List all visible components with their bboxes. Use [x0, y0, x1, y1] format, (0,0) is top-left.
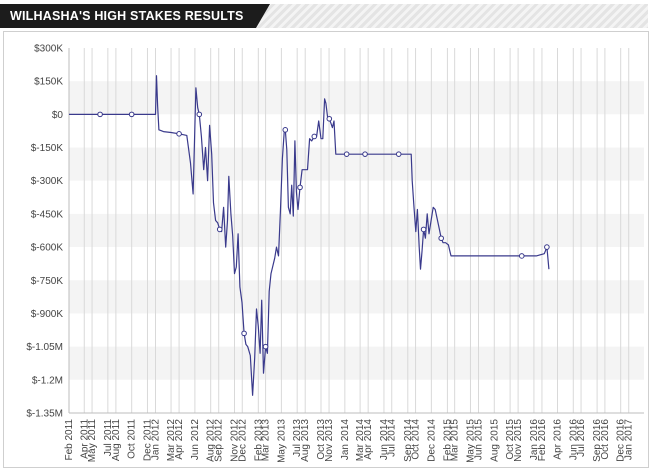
vertical-gridlines [68, 48, 644, 414]
y-tick-label: $150K [34, 77, 63, 88]
x-tick-label: Mar 2014 [355, 419, 366, 462]
data-point-marker [326, 115, 333, 122]
data-point-marker [395, 151, 402, 157]
x-tick-label: Jan 2014 [340, 419, 351, 461]
y-tick-label: $-1.05M [26, 342, 63, 353]
x-tick-label: Oct 2013 [316, 419, 327, 460]
y-tick-label: $-750K [31, 276, 64, 287]
x-tick-label: Nov 2012 [230, 419, 241, 462]
x-tick-label: Dec 2016 [616, 419, 627, 462]
x-tick-label: Apr 2011 [79, 419, 90, 459]
x-tick-label: Sep 2012 [214, 419, 225, 462]
x-tick-label: Apr 2014 [363, 419, 374, 460]
plot-band [69, 313, 644, 347]
plot-band [69, 213, 644, 248]
x-tick-label: Dec 2011 [142, 419, 153, 462]
y-tick-label: $-1.35M [26, 409, 63, 420]
data-point-marker [97, 111, 103, 118]
series-markers [97, 111, 550, 350]
plot-band [69, 114, 644, 148]
series-lines [69, 75, 550, 396]
data-point-marker [544, 244, 550, 250]
x-tick-label: Jan 2017 [624, 419, 635, 461]
data-point-marker [518, 253, 525, 259]
data-point-marker [196, 111, 203, 118]
x-tick-label: Feb 2016 [537, 419, 548, 462]
plot-band [69, 379, 644, 413]
x-tick-label: Apr 2016 [552, 419, 563, 460]
x-tick-label: Aug 2011 [111, 419, 122, 462]
data-point-marker [343, 151, 350, 157]
chart-title: WILHASHA'S HIGH STAKES RESULTS [10, 9, 244, 23]
x-tick-label: Apr 2012 [174, 419, 185, 460]
title-banner: WILHASHA'S HIGH STAKES RESULTS [0, 4, 648, 28]
x-tick-label: Jun 2012 [190, 419, 201, 461]
plot-band [69, 280, 644, 314]
series-line [69, 75, 550, 396]
data-point-marker [438, 235, 444, 242]
x-tick-label: Mar 2013 [261, 419, 272, 462]
data-point-marker [216, 226, 223, 233]
x-tick-label: Nov 2013 [324, 419, 335, 462]
plot-band [69, 147, 644, 181]
data-point-marker [420, 226, 427, 233]
x-tick-label: Dec 2012 [237, 419, 248, 462]
y-tick-label: $-450K [31, 209, 64, 220]
y-tick-label: $-900K [31, 309, 64, 320]
x-tick-label: Nov 2015 [513, 419, 524, 462]
x-tick-label: May 2015 [465, 419, 476, 463]
x-tick-label: Dec 2014 [426, 419, 437, 462]
data-point-marker [311, 133, 318, 140]
x-tick-label: Jun 2014 [379, 419, 390, 461]
data-point-marker [297, 184, 303, 191]
data-point-marker [262, 343, 269, 350]
y-tick-label: $300K [34, 44, 63, 55]
x-tick-label: Oct 2016 [600, 419, 611, 460]
chart-frame: $300K $150K $0 $-150K $-300K $-450K $-600K $-75… [3, 31, 649, 468]
y-axis-labels: $300K $150K $0 $-150K $-300K $-450K $-600K $-75… [26, 44, 63, 420]
x-tick-label: Sep 2014 [403, 419, 414, 462]
chart-canvas: $300K $150K $0 $-150K $-300K $-450K $-600K $-75… [26, 44, 644, 463]
x-tick-label: Feb 2015 [442, 419, 453, 462]
y-tick-label: $-150K [31, 143, 64, 154]
x-tick-label: Oct 2014 [411, 419, 422, 460]
x-tick-label: Jan 2012 [151, 419, 162, 461]
y-tick-label: $-600K [31, 243, 64, 254]
x-tick-label: Aug 2013 [300, 419, 311, 462]
y-tick-label: $-1.2M [32, 375, 63, 386]
x-tick-label: May 2013 [276, 419, 287, 463]
x-tick-label: Jan 2016 [529, 419, 540, 461]
x-tick-label: Jun 2015 [473, 419, 484, 461]
x-tick-label: Jul 2011 [103, 419, 114, 457]
y-tick-label: $-300K [31, 176, 64, 187]
plot-bands [69, 48, 644, 413]
title-banner-dark: WILHASHA'S HIGH STAKES RESULTS [0, 4, 270, 28]
x-tick-label: Aug 2012 [206, 419, 217, 462]
plot-band [69, 346, 644, 380]
x-tick-label: Sep 2016 [592, 419, 603, 462]
x-tick-label: Mar 2012 [166, 419, 177, 462]
plot-band [69, 81, 644, 115]
x-tick-label: Aug 2015 [489, 419, 500, 462]
plot-band [69, 180, 644, 214]
x-tick-label: Jun 2016 [568, 419, 579, 461]
x-tick-label: Feb 2011 [64, 419, 75, 461]
x-tick-label: Oct 2015 [505, 419, 516, 460]
data-point-marker [241, 330, 247, 337]
x-tick-label: May 2011 [87, 419, 98, 463]
data-point-marker [282, 127, 289, 133]
x-tick-label: Mar 2015 [450, 419, 461, 462]
x-tick-label: Oct 2011 [127, 419, 138, 459]
x-tick-label: Jul 2014 [387, 419, 398, 457]
x-tick-label: Jul 2013 [292, 419, 303, 457]
x-tick-label: Jul 2016 [576, 419, 587, 457]
x-tick-label: Feb 2013 [253, 419, 264, 462]
plot-band [69, 48, 644, 82]
y-tick-label: $0 [52, 110, 64, 121]
data-point-marker [362, 151, 368, 157]
data-point-marker [176, 131, 182, 137]
data-point-marker [128, 111, 135, 118]
